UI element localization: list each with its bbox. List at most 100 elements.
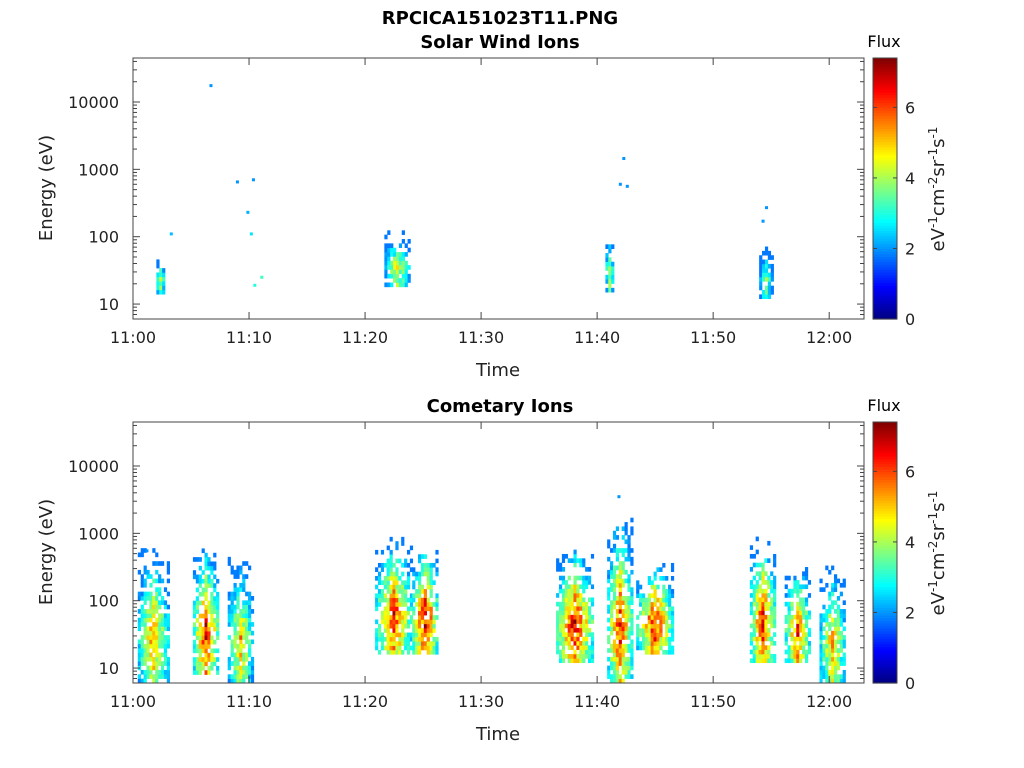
heatmap-cell [836, 661, 841, 666]
heatmap-cell [647, 580, 651, 586]
colorbar-segment [873, 264, 897, 268]
heatmap-cell [412, 567, 416, 572]
heatmap-cell [836, 630, 841, 636]
heatmap-cell [146, 617, 150, 623]
heatmap-cell [143, 622, 147, 627]
colorbar-segment [873, 248, 897, 252]
heatmap-cell [143, 613, 147, 619]
colorbar-segment [873, 440, 897, 444]
heatmap-cell [423, 619, 428, 625]
colorbar-segment [873, 505, 897, 509]
heatmap-cell [392, 571, 396, 577]
colorbar-segment [873, 170, 897, 174]
heatmap-cell [624, 530, 628, 536]
heatmap-cell [417, 632, 422, 638]
heatmap-cell [389, 619, 393, 625]
heatmap-cell [802, 636, 806, 642]
heatmap-cell [758, 588, 762, 594]
heatmap-cell [210, 639, 214, 645]
heatmap-cell [576, 636, 580, 642]
heatmap-cell [799, 597, 803, 603]
heatmap-cell [213, 583, 217, 588]
colorbar-segment [873, 476, 897, 481]
y-tick-label: 10000 [68, 457, 119, 476]
heatmap-cell [665, 636, 669, 642]
heatmap-cell [585, 601, 589, 607]
heatmap-cell [236, 656, 240, 662]
heatmap-cell [767, 580, 771, 585]
heatmap-cell [166, 674, 170, 679]
heatmap-cell [749, 640, 754, 646]
heatmap-cell [239, 565, 243, 571]
heatmap-cell [762, 276, 766, 282]
heatmap-cell [386, 641, 390, 646]
heatmap-cell [605, 279, 609, 284]
heatmap-cell [608, 274, 612, 280]
heatmap-cell [579, 597, 583, 603]
colorbar-segment [873, 591, 897, 595]
heatmap-cell [564, 580, 568, 585]
heatmap-cell [615, 669, 620, 675]
heatmap-cell [204, 670, 208, 675]
heatmap-cell [155, 674, 159, 679]
heatmap-cell [390, 265, 394, 270]
heatmap-cell [668, 636, 672, 642]
heatmap-cell [749, 584, 754, 590]
heatmap-cell [749, 601, 754, 607]
heatmap-cell [822, 648, 826, 653]
heatmap-cell [383, 584, 387, 590]
heatmap-cell [831, 565, 835, 571]
heatmap-cell [615, 648, 620, 653]
heatmap-cell [160, 669, 165, 675]
colorbar-segment [873, 453, 897, 457]
heatmap-cell [608, 283, 612, 289]
heatmap-cell [819, 661, 823, 666]
heatmap-cell [407, 239, 411, 244]
heatmap-cell [207, 652, 211, 658]
heatmap-cell [612, 626, 617, 632]
heatmap-cell [204, 626, 208, 632]
heatmap-cell [250, 622, 255, 627]
heatmap-cell [163, 656, 168, 662]
heatmap-cell [412, 632, 416, 638]
colorbar-segment [873, 526, 897, 530]
heatmap-cell [621, 622, 625, 627]
heatmap-point [618, 182, 622, 186]
heatmap-cell [758, 606, 762, 611]
heatmap-cell [210, 648, 214, 654]
heatmap-cell [822, 656, 826, 662]
heatmap-cell [612, 674, 617, 679]
heatmap-cell [804, 619, 809, 624]
heatmap-cell [429, 610, 433, 616]
heatmap-cell [152, 630, 156, 636]
heatmap-cell [839, 617, 843, 623]
heatmap-cell [412, 623, 416, 629]
heatmap-cell [612, 669, 617, 675]
heatmap-cell [668, 606, 672, 612]
heatmap-cell [401, 580, 405, 586]
heatmap-cell [627, 548, 631, 553]
heatmap-cell [236, 617, 240, 623]
heatmap-cell [749, 632, 754, 637]
heatmap-cell [567, 627, 571, 633]
heatmap-cell [784, 593, 788, 598]
heatmap-cell [137, 678, 141, 684]
heatmap-cell [621, 596, 625, 601]
heatmap-cell [767, 540, 771, 546]
heatmap-cell [207, 635, 211, 641]
heatmap-cell [377, 636, 382, 642]
heatmap-cell [819, 622, 823, 627]
heatmap-cell [404, 584, 408, 590]
heatmap-cell [162, 281, 166, 286]
heatmap-cell [236, 635, 240, 640]
heatmap-cell [764, 649, 768, 655]
heatmap-cell [401, 256, 405, 262]
heatmap-cell [647, 593, 651, 599]
heatmap-cell [558, 640, 563, 646]
heatmap-cell [647, 636, 651, 642]
heatmap-cell [166, 569, 170, 575]
colorbar-segment [873, 235, 897, 239]
heatmap-cell [627, 674, 631, 679]
heatmap-cell [155, 626, 159, 632]
heatmap-cell [796, 593, 800, 598]
